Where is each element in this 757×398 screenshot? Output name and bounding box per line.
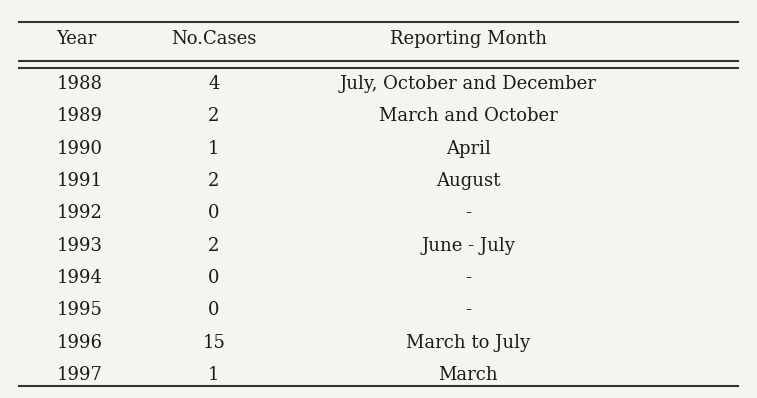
Text: 4: 4 — [208, 75, 220, 93]
Text: Reporting Month: Reporting Month — [390, 30, 547, 48]
Text: 1994: 1994 — [57, 269, 102, 287]
Text: 1995: 1995 — [57, 301, 102, 320]
Text: -: - — [466, 269, 472, 287]
Text: 1997: 1997 — [57, 366, 102, 384]
Text: 1: 1 — [208, 366, 220, 384]
Text: 1: 1 — [208, 140, 220, 158]
Text: June - July: June - July — [422, 237, 516, 255]
Text: July, October and December: July, October and December — [340, 75, 597, 93]
Text: 2: 2 — [208, 237, 220, 255]
Text: 15: 15 — [202, 334, 226, 352]
Text: August: August — [436, 172, 500, 190]
Text: 1989: 1989 — [57, 107, 102, 125]
Text: March: March — [438, 366, 498, 384]
Text: 1996: 1996 — [57, 334, 102, 352]
Text: March and October: March and October — [379, 107, 558, 125]
Text: 1990: 1990 — [57, 140, 102, 158]
Text: 0: 0 — [208, 269, 220, 287]
Text: 0: 0 — [208, 301, 220, 320]
Text: 2: 2 — [208, 172, 220, 190]
Text: March to July: March to July — [407, 334, 531, 352]
Text: -: - — [466, 301, 472, 320]
Text: Year: Year — [57, 30, 97, 48]
Text: April: April — [446, 140, 491, 158]
Text: 1988: 1988 — [57, 75, 102, 93]
Text: 2: 2 — [208, 107, 220, 125]
Text: -: - — [466, 205, 472, 222]
Text: 1992: 1992 — [57, 205, 102, 222]
Text: 1991: 1991 — [57, 172, 102, 190]
Text: 1993: 1993 — [57, 237, 102, 255]
Text: 0: 0 — [208, 205, 220, 222]
Text: No.Cases: No.Cases — [171, 30, 257, 48]
